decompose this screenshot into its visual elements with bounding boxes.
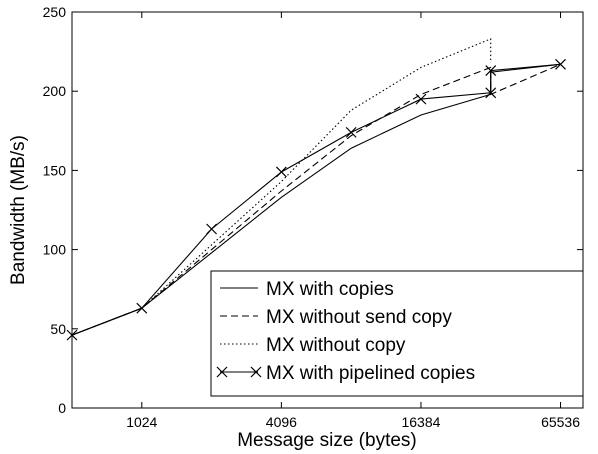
y-tick-label: 250 (43, 4, 67, 20)
legend-marker (216, 366, 228, 378)
data-point-marker (485, 87, 497, 99)
series-line-3 (71, 38, 492, 336)
x-tick-label: 65536 (541, 414, 580, 430)
legend-label: MX with pipelined copies (266, 363, 475, 384)
y-tick-label: 150 (43, 162, 67, 178)
x-tick-label: 16384 (401, 414, 440, 430)
y-tick-label: 50 (50, 321, 66, 337)
series-markers (66, 58, 566, 341)
legend-label: MX with copies (266, 279, 394, 300)
data-point-marker (555, 58, 566, 70)
legend-items: MX with copies MX without send copy MX wit… (216, 279, 475, 384)
y-tick-label: 100 (43, 242, 67, 258)
data-point-marker (345, 126, 357, 138)
x-tick-label: 1024 (126, 414, 157, 430)
x-tick-label: 4096 (266, 414, 297, 430)
data-point-marker (415, 93, 427, 105)
y-tick-label: 0 (58, 400, 66, 416)
legend-label: MX without copy (266, 335, 406, 356)
legend-marker (250, 366, 262, 378)
legend-label: MX without send copy (266, 307, 452, 328)
data-point-marker (206, 223, 218, 235)
y-tick-label: 200 (43, 83, 67, 99)
data-point-marker (485, 65, 497, 77)
data-point-marker (275, 166, 287, 178)
plot-area-frame (71, 11, 584, 409)
legend: MX with copies MX without send copy MX wit… (210, 270, 584, 397)
axis-ticks: 0 50 100 150 200 250 1024 4096 16384 65536 (43, 4, 583, 430)
y-axis-title: Bandwidth (MB/s) (8, 135, 29, 285)
legend-box (210, 270, 584, 397)
data-point-marker (136, 302, 148, 314)
x-axis-title: Message size (bytes) (237, 430, 417, 451)
data-point-marker (66, 329, 78, 341)
